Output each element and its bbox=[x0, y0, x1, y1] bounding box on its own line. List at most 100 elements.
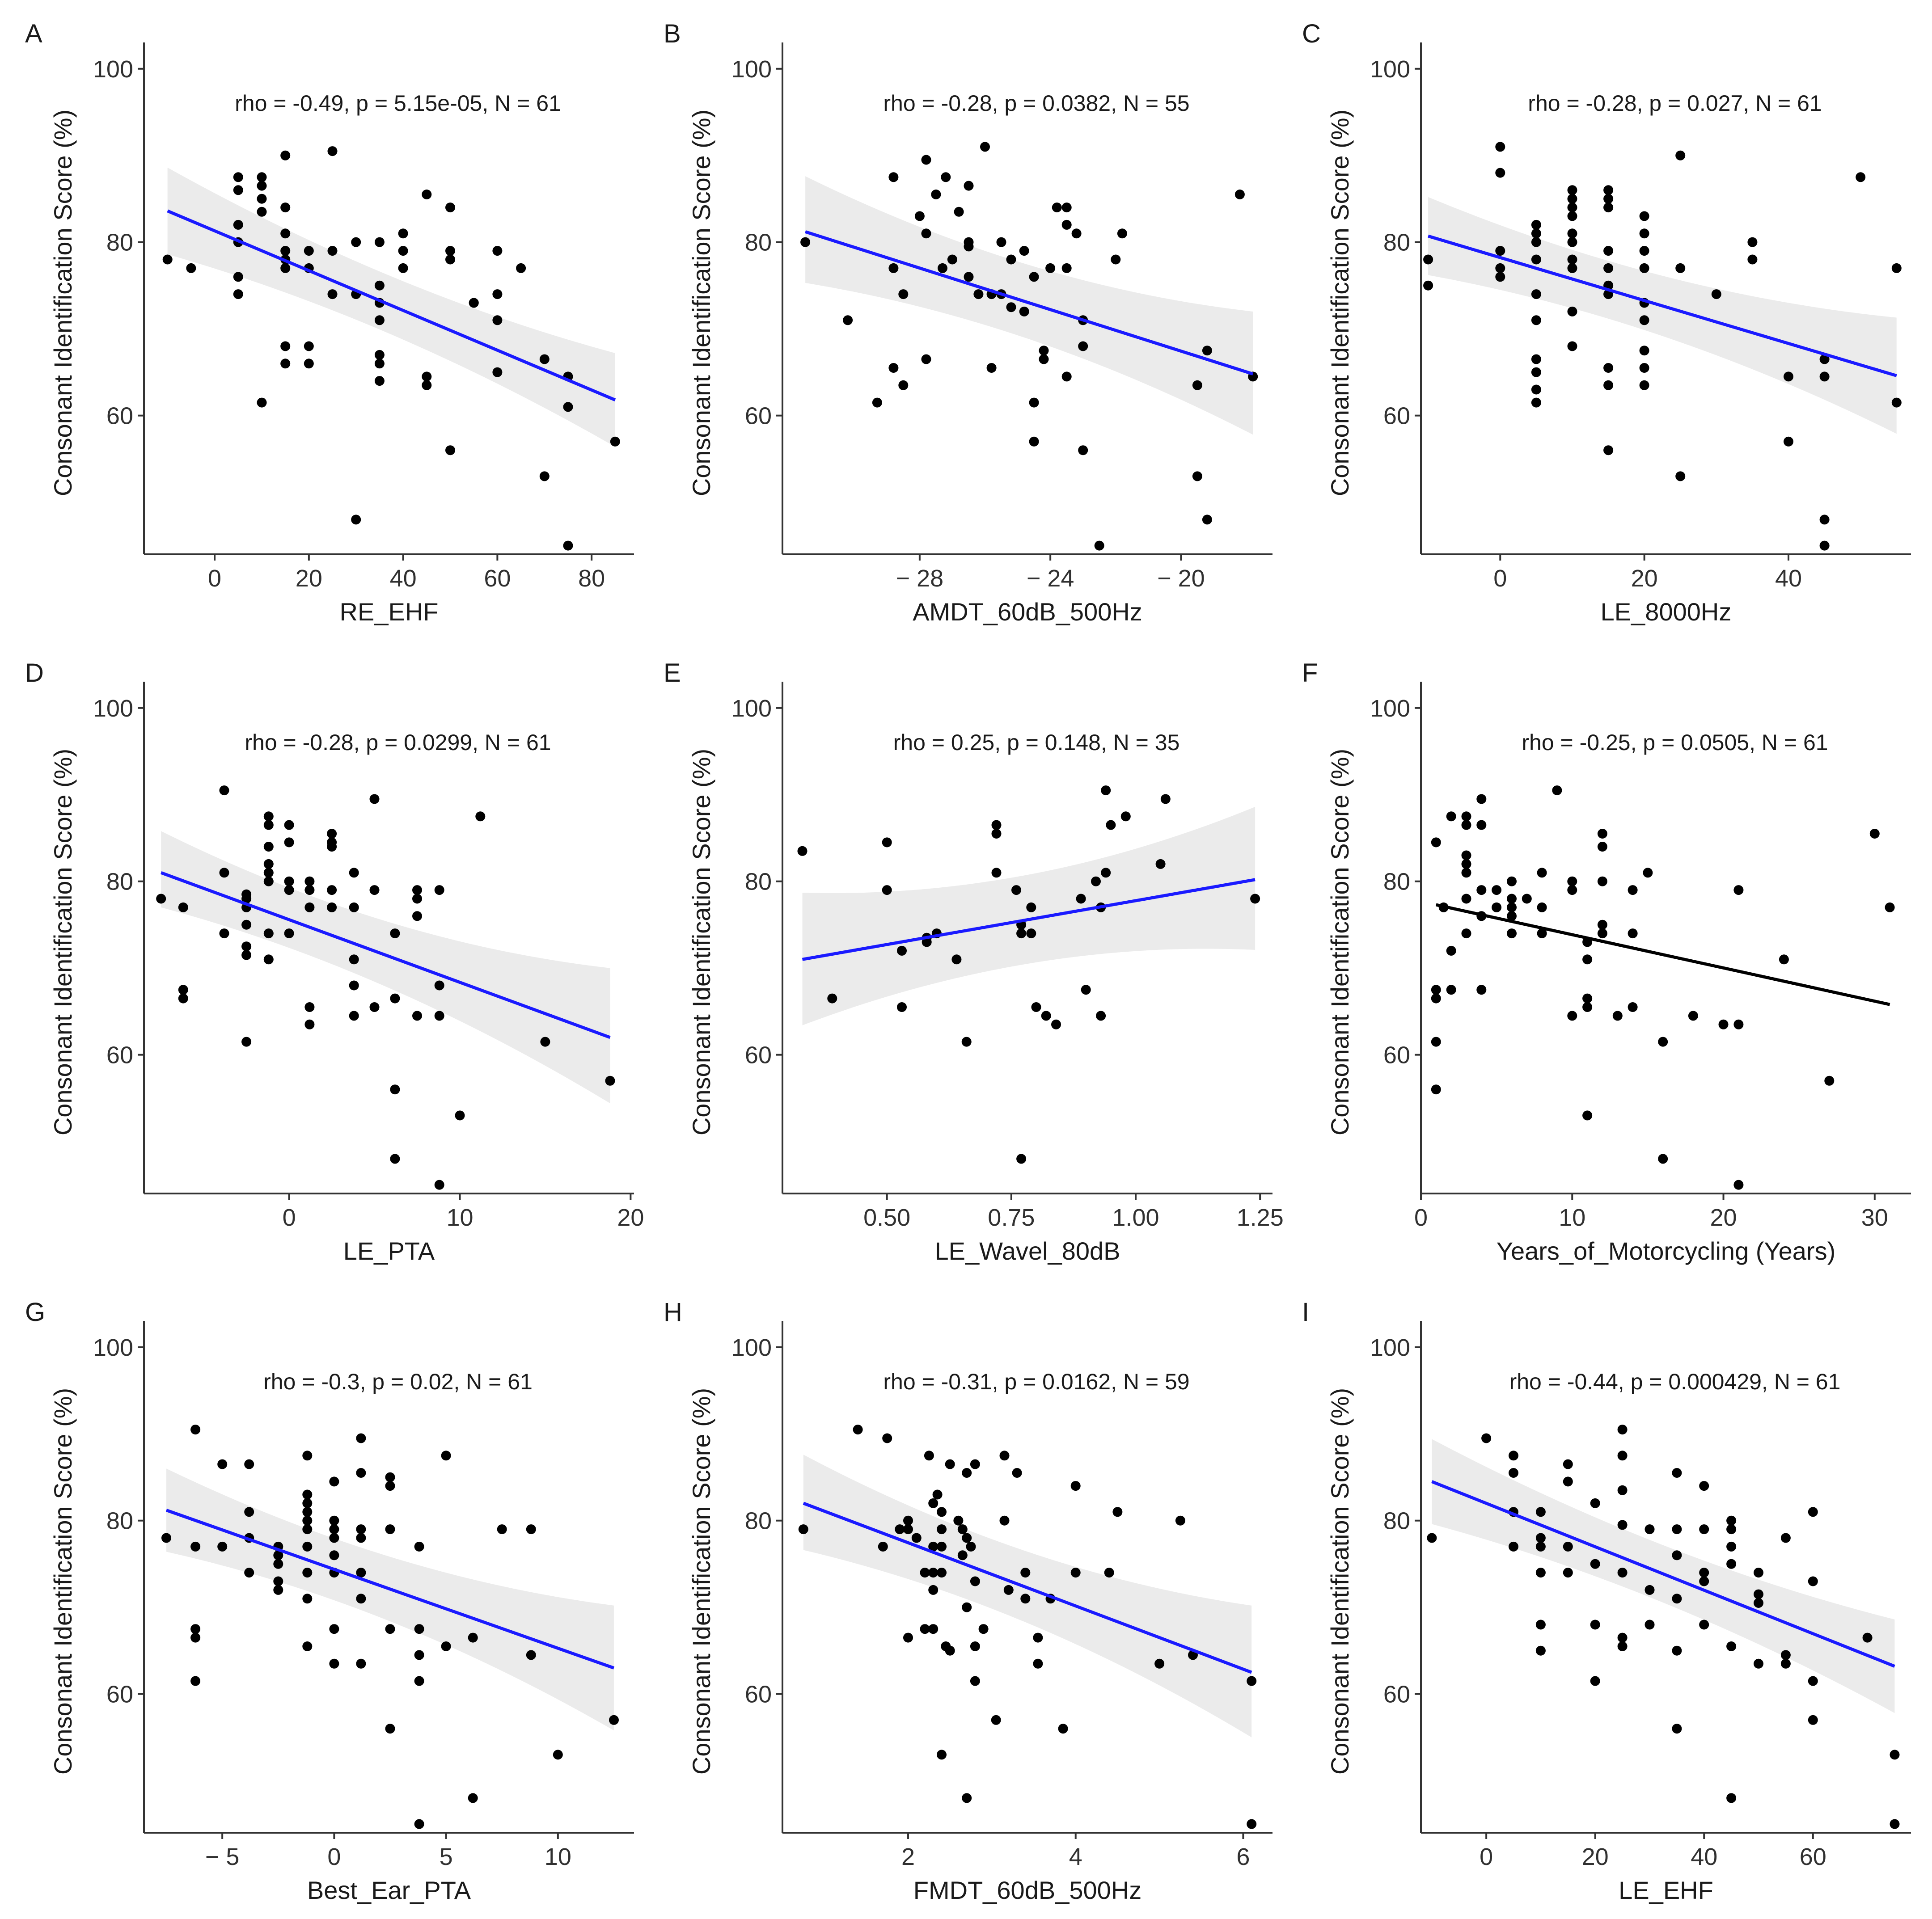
data-point bbox=[434, 885, 444, 895]
data-point bbox=[1675, 150, 1686, 160]
data-point bbox=[1590, 1559, 1600, 1569]
confidence-band bbox=[167, 167, 615, 447]
data-point bbox=[385, 1624, 395, 1634]
x-tick-label: 20 bbox=[1710, 1204, 1737, 1231]
data-point bbox=[302, 1541, 313, 1552]
data-point bbox=[991, 829, 1002, 839]
data-point bbox=[1617, 1632, 1628, 1643]
data-point bbox=[1509, 1468, 1518, 1478]
data-point bbox=[1869, 829, 1880, 839]
y-tick-label: 60 bbox=[1383, 403, 1410, 430]
data-point bbox=[241, 919, 252, 930]
data-point bbox=[304, 1019, 315, 1029]
data-point bbox=[1603, 194, 1614, 204]
data-point bbox=[327, 829, 337, 839]
data-point bbox=[1552, 785, 1562, 796]
correlation-annotation: rho = -0.28, p = 0.0382, N = 55 bbox=[883, 91, 1189, 116]
panel-b: B 60 80 100 − 28 − 24 − 20 rho = -0.28, p = 0.0… bbox=[664, 19, 1272, 626]
y-tick-label: 100 bbox=[731, 1334, 772, 1361]
data-point bbox=[1020, 1568, 1031, 1578]
data-point bbox=[1101, 785, 1111, 796]
data-point bbox=[1012, 1468, 1022, 1478]
x-tick-label: 30 bbox=[1861, 1204, 1888, 1231]
data-point bbox=[1726, 1793, 1737, 1803]
x-tick-label: 20 bbox=[1582, 1843, 1609, 1870]
data-point bbox=[1011, 885, 1021, 895]
x-tick-label: 40 bbox=[390, 565, 417, 592]
panel-letter: E bbox=[664, 658, 681, 687]
data-point bbox=[1495, 272, 1505, 282]
data-point bbox=[398, 228, 408, 239]
data-point bbox=[937, 1524, 947, 1535]
panel-letter: C bbox=[1302, 19, 1321, 48]
panel-g: G 60 80 100 − 5 0 5 10 rho = -0.3, p = 0.02, N =… bbox=[25, 1298, 634, 1904]
data-point bbox=[398, 246, 408, 256]
data-point bbox=[1567, 211, 1577, 221]
data-point bbox=[1726, 1515, 1737, 1526]
data-point bbox=[1045, 263, 1056, 273]
data-point bbox=[304, 341, 314, 351]
data-point bbox=[356, 1658, 366, 1669]
data-point bbox=[961, 1037, 972, 1047]
data-point bbox=[928, 1624, 939, 1634]
data-point bbox=[1617, 1425, 1628, 1435]
data-point bbox=[1535, 1645, 1546, 1656]
data-point bbox=[962, 1793, 972, 1803]
data-point bbox=[1531, 397, 1541, 408]
data-point bbox=[280, 228, 291, 239]
data-point bbox=[327, 146, 338, 156]
data-point bbox=[882, 885, 892, 895]
data-point bbox=[304, 1002, 315, 1012]
data-point bbox=[1117, 228, 1127, 239]
correlation-annotation: rho = -0.31, p = 0.0162, N = 59 bbox=[883, 1369, 1189, 1394]
data-point bbox=[1639, 246, 1649, 256]
data-point bbox=[1726, 1559, 1737, 1569]
data-point bbox=[356, 1468, 366, 1478]
data-point bbox=[302, 1515, 313, 1526]
data-point bbox=[445, 246, 455, 256]
data-point bbox=[327, 289, 338, 299]
data-point bbox=[1427, 1533, 1437, 1543]
data-point bbox=[280, 150, 291, 160]
data-point bbox=[273, 1559, 283, 1569]
data-point bbox=[1020, 1594, 1031, 1604]
x-tick-label: − 24 bbox=[1027, 565, 1074, 592]
data-point bbox=[1582, 993, 1593, 1004]
data-point bbox=[937, 1750, 947, 1760]
data-point bbox=[422, 380, 432, 390]
data-point bbox=[516, 263, 526, 273]
data-point bbox=[938, 263, 947, 273]
data-point bbox=[412, 885, 422, 895]
regression-line bbox=[1428, 234, 1897, 377]
data-point bbox=[329, 1476, 339, 1487]
y-tick-label: 80 bbox=[106, 229, 133, 256]
data-point bbox=[369, 885, 380, 895]
data-point bbox=[1733, 885, 1744, 895]
data-point bbox=[441, 1641, 451, 1651]
x-axis-title: LE_Wavel_80dB bbox=[934, 1237, 1120, 1265]
data-point bbox=[996, 237, 1006, 247]
data-point bbox=[957, 1550, 968, 1561]
panel-i: I 60 80 100 0 20 40 60 rho = -0.44, p = 0.000429… bbox=[1302, 1298, 1911, 1904]
data-point bbox=[280, 341, 291, 351]
x-tick-label: 0 bbox=[283, 1204, 296, 1231]
data-point bbox=[385, 1472, 395, 1482]
data-point bbox=[244, 1568, 254, 1578]
data-point bbox=[1733, 1180, 1744, 1190]
data-point bbox=[937, 1568, 947, 1578]
x-tick-label: 10 bbox=[1559, 1204, 1585, 1231]
data-point bbox=[1202, 515, 1212, 525]
data-point bbox=[964, 237, 974, 247]
y-tick-label: 60 bbox=[106, 1681, 133, 1708]
data-point bbox=[351, 237, 361, 247]
data-point bbox=[219, 785, 229, 796]
data-point bbox=[162, 254, 173, 265]
data-point bbox=[412, 911, 422, 921]
data-point bbox=[327, 246, 338, 256]
data-point bbox=[349, 902, 359, 912]
data-point bbox=[928, 1498, 939, 1508]
y-tick-label: 80 bbox=[1383, 229, 1410, 256]
data-point bbox=[1061, 202, 1072, 213]
data-point bbox=[964, 181, 974, 191]
y-tick-label: 100 bbox=[1370, 1334, 1410, 1361]
